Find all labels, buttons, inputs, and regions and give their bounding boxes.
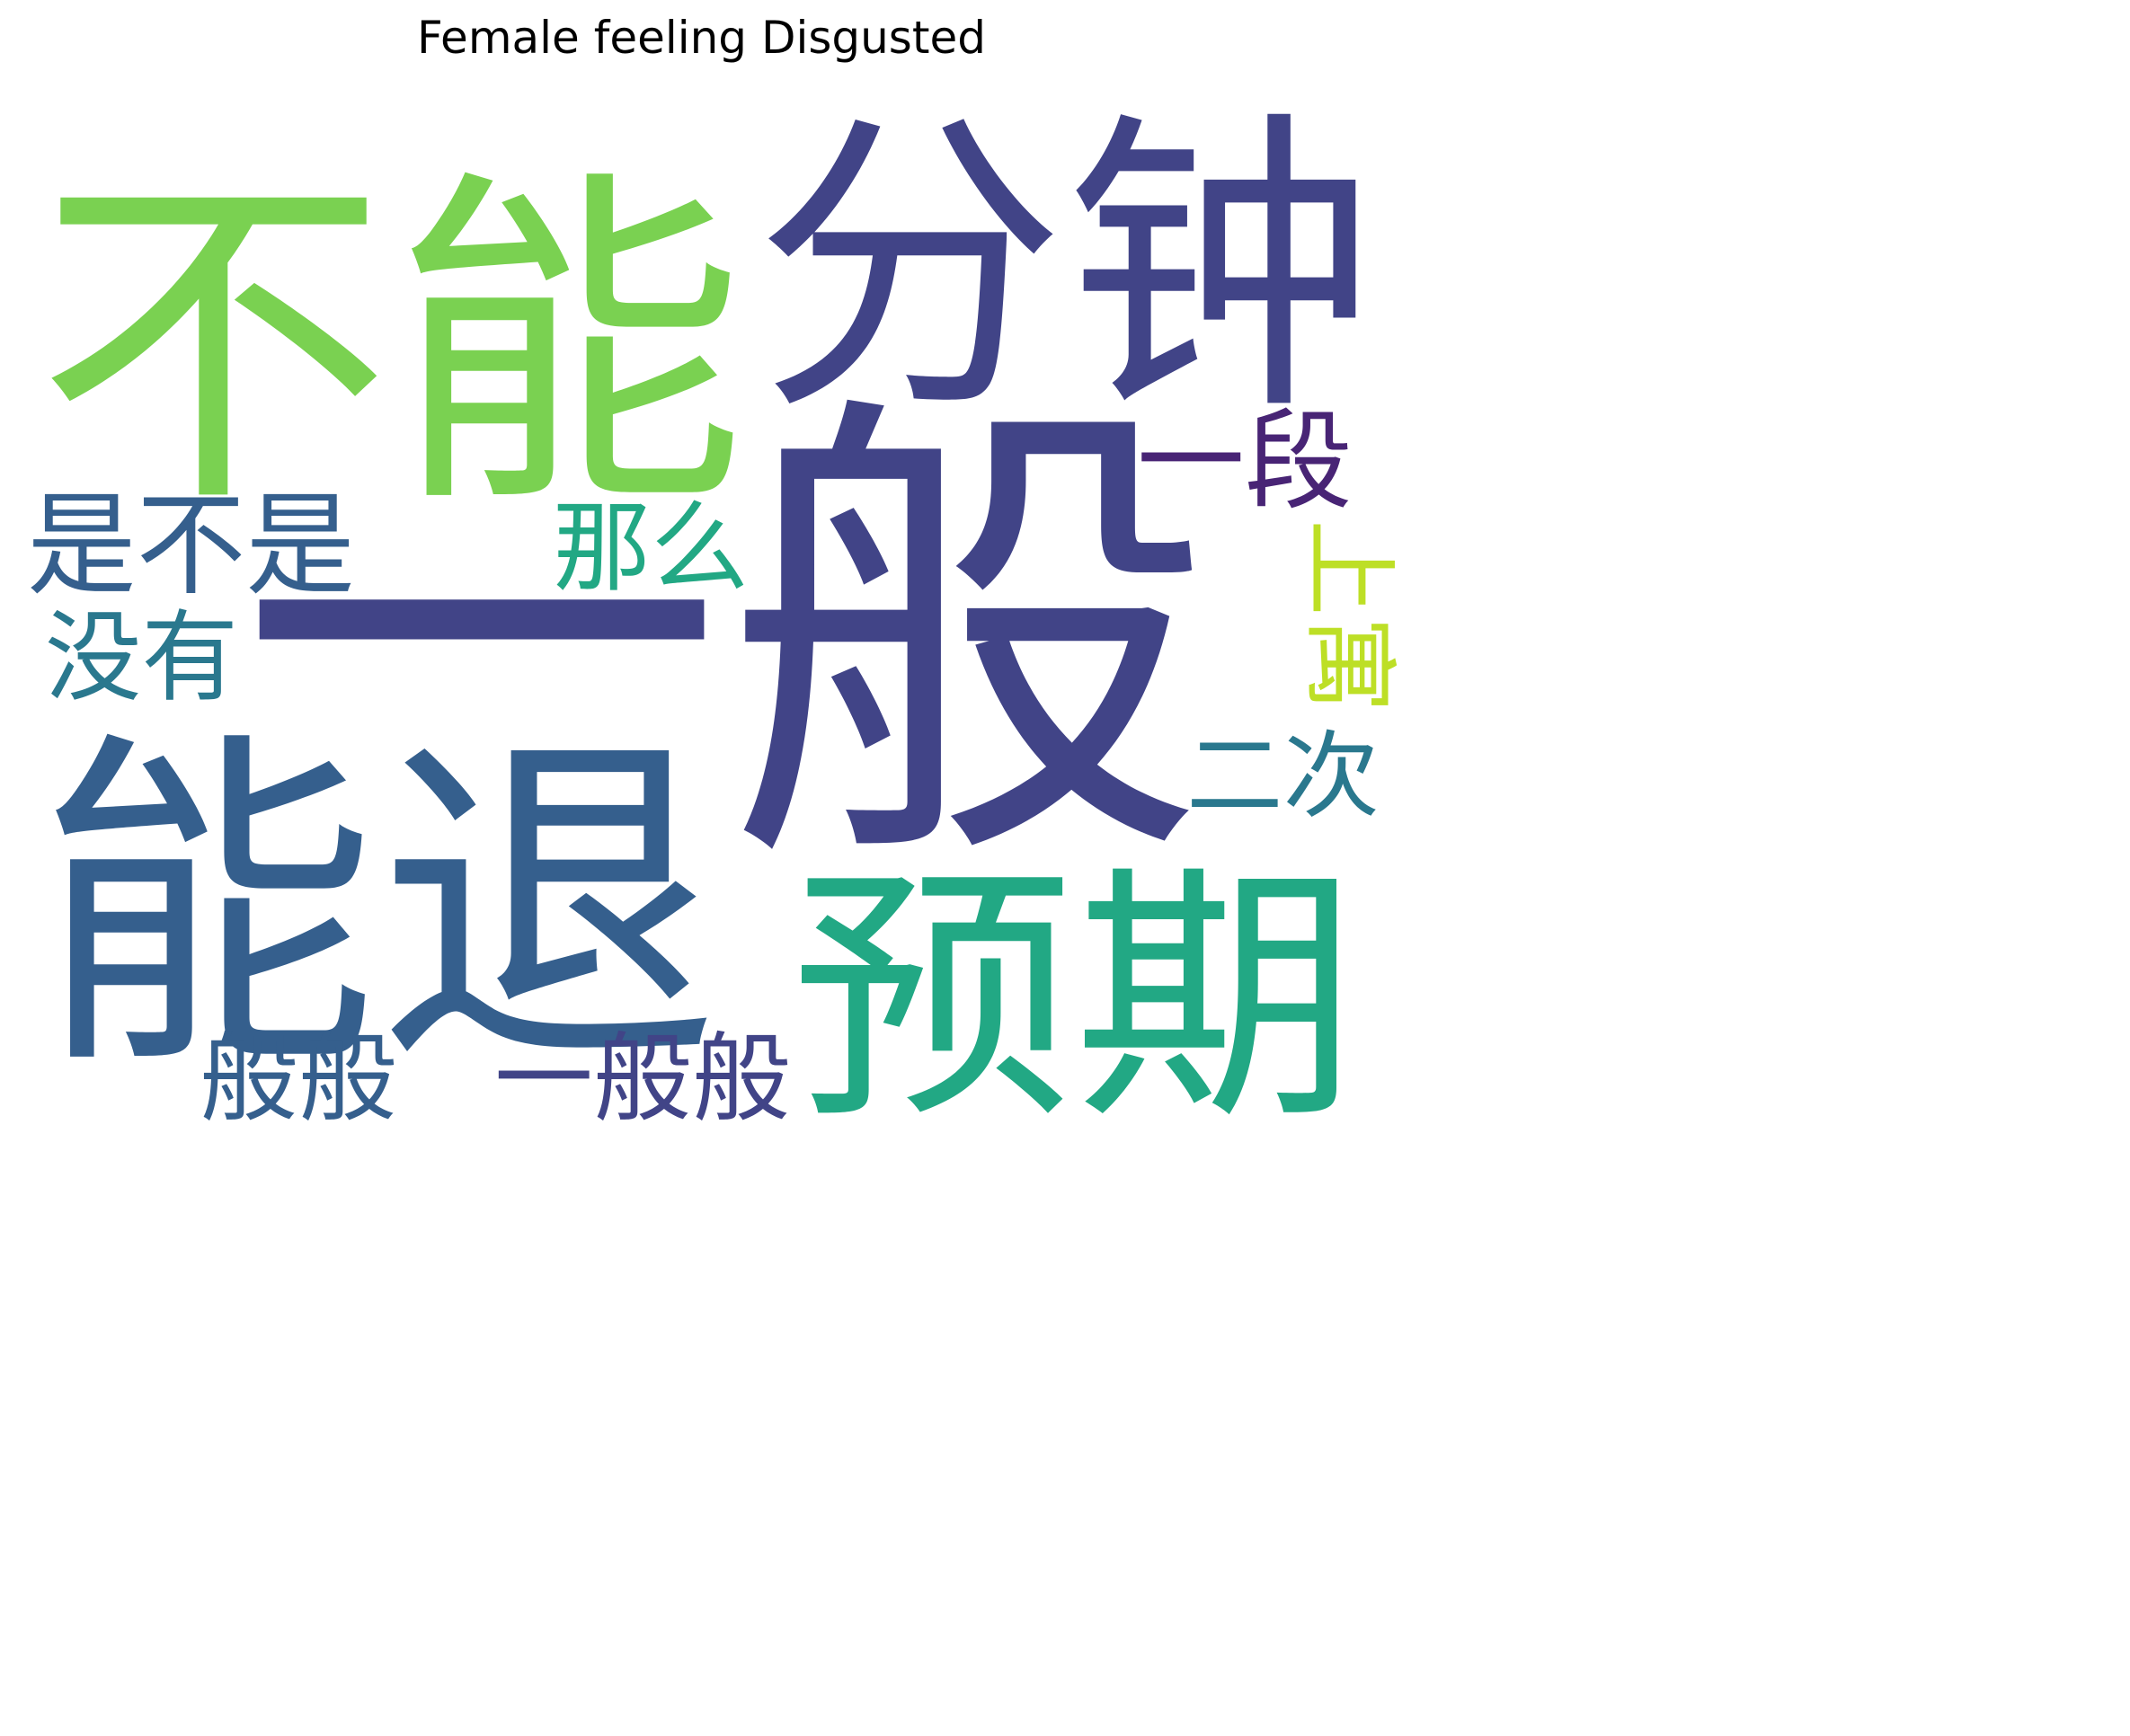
word-erci: 二次 <box>1186 722 1380 831</box>
word-yuqi: 预期 <box>791 842 1357 1150</box>
word-shangyu: 上寓 <box>1294 519 1403 713</box>
word-yibanban: 一般般 <box>494 1023 791 1136</box>
word-cloud-canvas: 不能 分钟 一般 能退 预期 是不是 没有 那么 一段 般般 一般般 二次 上寓 <box>27 85 1403 1150</box>
word-name: 那么 <box>553 491 749 606</box>
word-nengtui: 能退 <box>36 704 719 1112</box>
word-cloud-figure: Female feeling Disgusted 不能 分钟 一般 能退 预期 … <box>0 0 1403 1150</box>
word-banban: 般般 <box>200 1023 397 1136</box>
word-buneng: 不能 <box>36 142 746 550</box>
word-shibushi: 是不是 <box>27 481 355 611</box>
word-fenzhong: 分钟 <box>755 85 1375 452</box>
figure-title: Female feeling Disgusted <box>417 12 986 64</box>
word-yiban: 一般 <box>238 359 1209 924</box>
word-yiduan: 一段 <box>1137 400 1353 525</box>
word-cloud: 不能 分钟 一般 能退 预期 是不是 没有 那么 一段 般般 一般般 二次 上寓 <box>0 0 1403 1150</box>
word-meiyou: 没有 <box>45 600 238 715</box>
